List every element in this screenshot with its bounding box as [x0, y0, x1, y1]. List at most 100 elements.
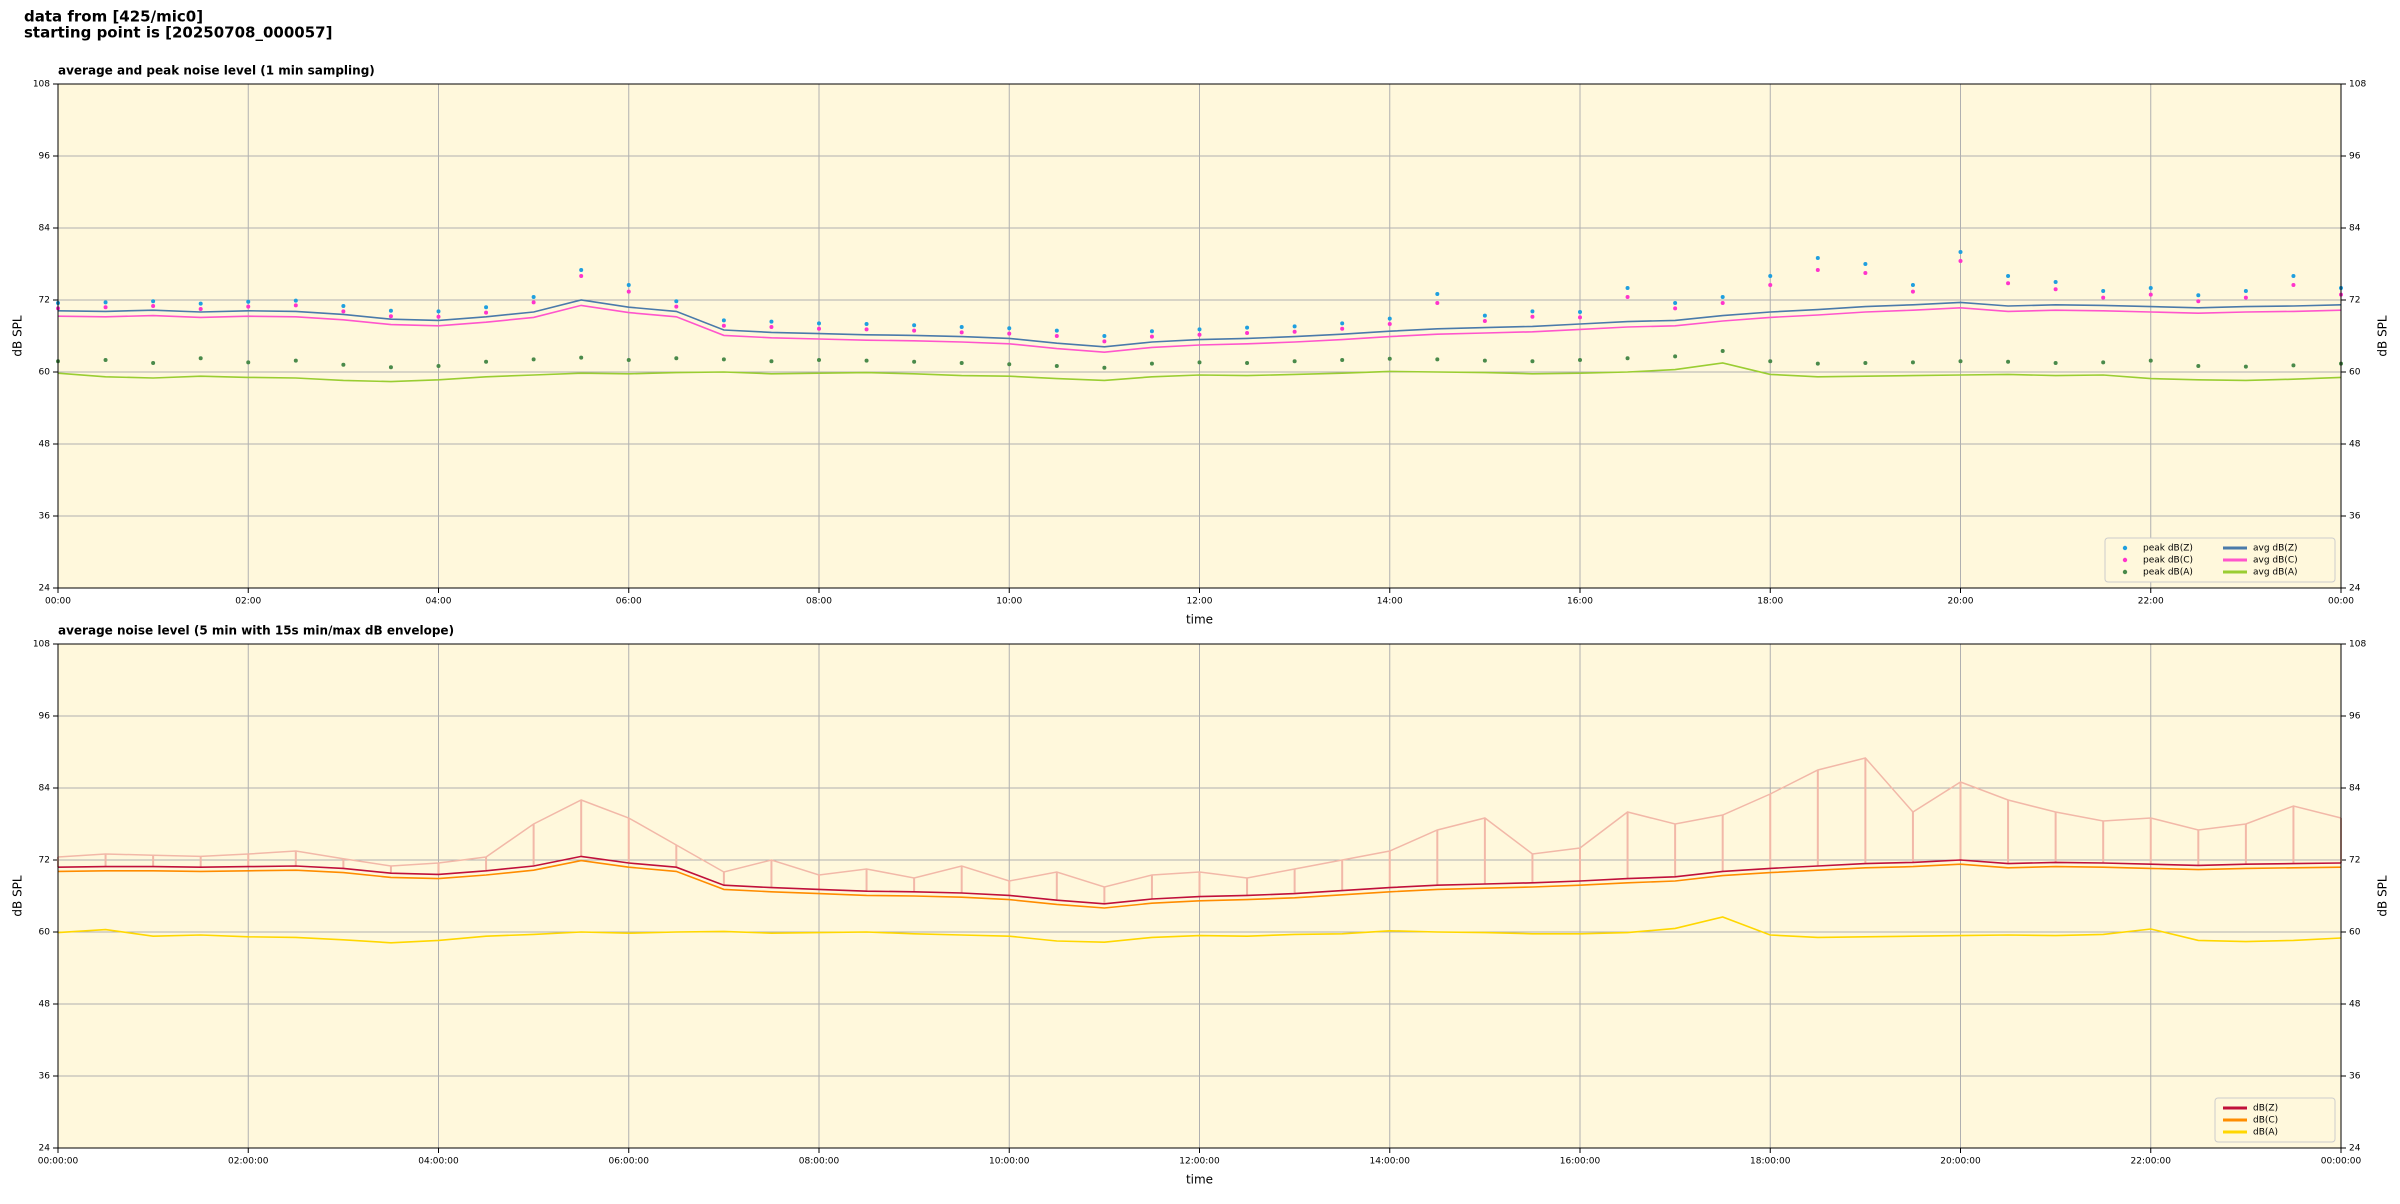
peak-dot — [388, 314, 393, 319]
peak-dot — [1815, 268, 1820, 272]
peak-dot — [959, 361, 964, 365]
peak-dot — [721, 357, 726, 362]
peak-dot — [674, 356, 679, 361]
y-tick-label: 108 — [2349, 640, 2366, 650]
x-tick-label: 02:00:00 — [228, 1157, 269, 1167]
peak-dot — [103, 305, 108, 310]
peak-dot — [2101, 360, 2106, 365]
peak-dot — [293, 303, 298, 308]
peak-dot — [198, 301, 203, 306]
x-tick-label: 22:00:00 — [2131, 1157, 2172, 1167]
series-line — [57, 916, 2342, 944]
peak-dot — [1292, 359, 1297, 364]
peak-dot — [1863, 262, 1868, 266]
peak-dot — [817, 326, 821, 331]
x-tick-label: 14:00 — [1377, 597, 1403, 607]
peak-dot — [1197, 327, 1202, 332]
x-axis-label: time — [1186, 613, 1213, 627]
peak-dot — [1578, 315, 1582, 320]
peak-dot — [1197, 332, 1202, 337]
peak-dot — [1625, 286, 1630, 290]
peak-dot — [484, 359, 489, 364]
peak-dot — [2291, 274, 2296, 278]
x-tick-label: 10:00 — [996, 597, 1022, 607]
x-tick-label: 20:00:00 — [1940, 1157, 1981, 1167]
series-line — [57, 362, 2342, 383]
peak-dot — [864, 327, 869, 332]
peak-dot — [1958, 250, 1963, 254]
y-tick-label: 96 — [39, 712, 51, 722]
peak-dot — [2196, 364, 2201, 368]
y-tick-label: 36 — [39, 1072, 51, 1082]
y-tick-label: 72 — [39, 856, 50, 866]
peak-dot — [1530, 309, 1535, 314]
peak-dot — [912, 359, 917, 364]
series-line — [57, 304, 2342, 354]
chart-title: average noise level (5 min with 15s min/… — [58, 624, 454, 638]
peak-dot — [1054, 334, 1059, 338]
chart-title: average and peak noise level (1 min samp… — [58, 64, 375, 78]
peak-dot — [1578, 310, 1582, 314]
y-tick-label: 60 — [39, 368, 51, 378]
peak-dot — [2243, 295, 2248, 300]
peak-dot — [769, 325, 774, 329]
peak-dot — [2243, 364, 2248, 369]
y-tick-label: 48 — [2349, 440, 2361, 450]
series-line — [57, 859, 2342, 909]
peak-dot — [1815, 256, 1820, 260]
x-tick-label: 02:00 — [235, 597, 261, 607]
peak-dot — [1910, 360, 1915, 365]
y-tick-label: 48 — [39, 440, 51, 450]
legend-label: avg dB(Z) — [2253, 544, 2298, 554]
peak-dot — [1768, 274, 1773, 278]
peak-dot — [1149, 361, 1154, 366]
y-tick-label: 60 — [39, 928, 51, 938]
peak-dot — [1910, 289, 1915, 294]
peak-dot — [626, 289, 631, 294]
x-tick-label: 00:00:00 — [2321, 1157, 2362, 1167]
x-tick-label: 04:00:00 — [418, 1157, 459, 1167]
peak-dot — [2148, 358, 2153, 363]
peak-dot — [1387, 316, 1392, 321]
x-tick-label: 14:00:00 — [1370, 1157, 1411, 1167]
y-axis-label: dB SPL — [2376, 875, 2390, 917]
peak-dot — [721, 323, 726, 328]
peak-dot — [1435, 357, 1440, 362]
peak-dot — [1720, 301, 1725, 305]
peak-dot — [436, 309, 441, 314]
peak-dot — [1720, 295, 1725, 299]
peak-dot — [1245, 361, 1250, 365]
legend-label: dB(Z) — [2253, 1104, 2278, 1114]
peak-dot — [1054, 364, 1059, 368]
x-tick-label: 08:00 — [806, 597, 832, 607]
peak-dot — [1768, 359, 1773, 364]
peak-dot — [817, 321, 821, 326]
peak-dot — [1102, 334, 1107, 338]
plot-frame — [57, 643, 2342, 1149]
peak-dot — [436, 314, 441, 319]
peak-dot — [341, 304, 346, 308]
x-tick-label: 04:00 — [426, 597, 452, 607]
peak-dot — [1625, 356, 1630, 361]
x-axis-label: time — [1186, 1173, 1213, 1187]
peak-dot — [1435, 301, 1440, 305]
peak-dot — [1578, 358, 1582, 362]
peak-dot — [626, 358, 631, 362]
peak-dot — [2053, 361, 2058, 365]
peak-dot — [1149, 329, 1154, 334]
peak-dot — [1958, 359, 1963, 364]
peak-dot — [2101, 289, 2106, 293]
y-tick-label: 48 — [2349, 1000, 2361, 1010]
legend-label: peak dB(A) — [2143, 568, 2193, 578]
peak-dot — [1435, 292, 1440, 296]
legend-label: avg dB(C) — [2253, 556, 2298, 566]
peak-dot — [198, 307, 203, 311]
peak-dot — [1054, 328, 1059, 333]
peak-dot — [1673, 306, 1678, 311]
peak-dot — [2148, 292, 2153, 297]
peak-dot — [817, 358, 821, 362]
peak-dot — [1910, 283, 1915, 287]
peak-dot — [2196, 293, 2201, 298]
peak-dot — [341, 309, 346, 314]
peak-dot — [2291, 363, 2296, 368]
